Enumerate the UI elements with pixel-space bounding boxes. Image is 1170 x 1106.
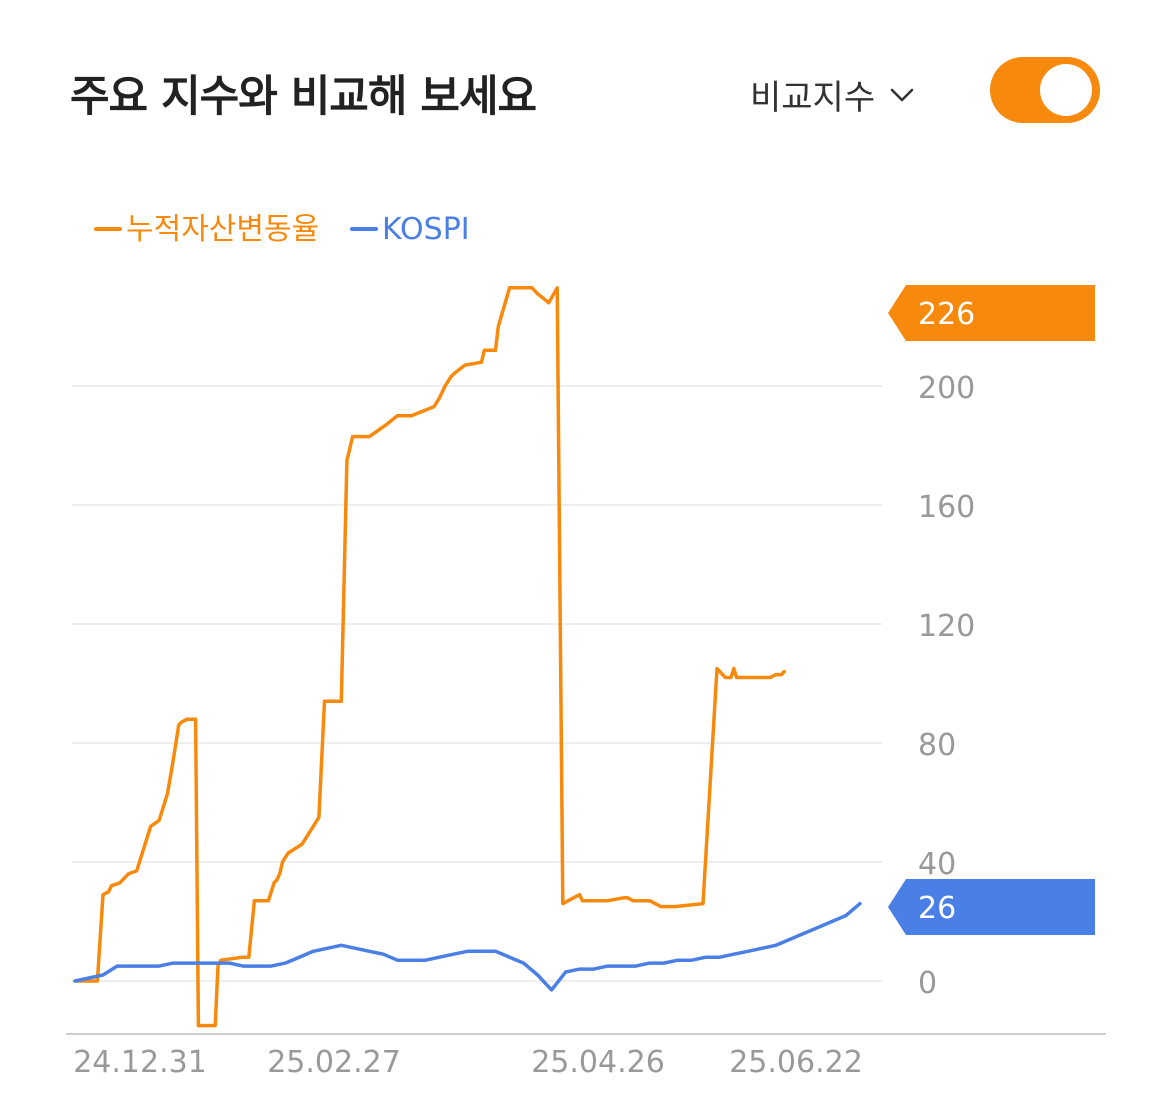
asset-change-series-line: [73, 286, 787, 1028]
x-tick-label: 25.06.22: [729, 1045, 863, 1080]
y-tick-label: 40: [918, 847, 956, 882]
x-tick-label: 25.04.26: [531, 1045, 665, 1080]
kospi-series-line: [73, 901, 862, 992]
page-title: 주요 지수와 비교해 보세요: [70, 72, 537, 122]
y-tick-label: 160: [918, 490, 975, 525]
legend-label: KOSPI: [382, 212, 470, 247]
y-tick-label: 200: [918, 371, 975, 406]
y-tick-label: 0: [918, 966, 937, 1001]
value-badge: [888, 879, 1095, 935]
x-tick-label: 25.02.27: [267, 1045, 401, 1080]
compare-index-dropdown[interactable]: 비교지수: [750, 70, 915, 119]
compare-index-label: 비교지수: [750, 78, 876, 118]
x-tick-label: 24.12.31: [73, 1045, 207, 1080]
value-badge: [888, 285, 1095, 341]
y-tick-label: 80: [918, 728, 956, 763]
chevron-down-icon: [890, 88, 914, 101]
value-badge-label: 226: [918, 297, 975, 332]
y-tick-label: 120: [918, 609, 975, 644]
legend-label: 누적자산변동율: [126, 212, 319, 247]
toggle-knob: [1040, 64, 1092, 116]
value-badge-label: 26: [918, 891, 956, 926]
compare-toggle[interactable]: [990, 57, 1100, 123]
